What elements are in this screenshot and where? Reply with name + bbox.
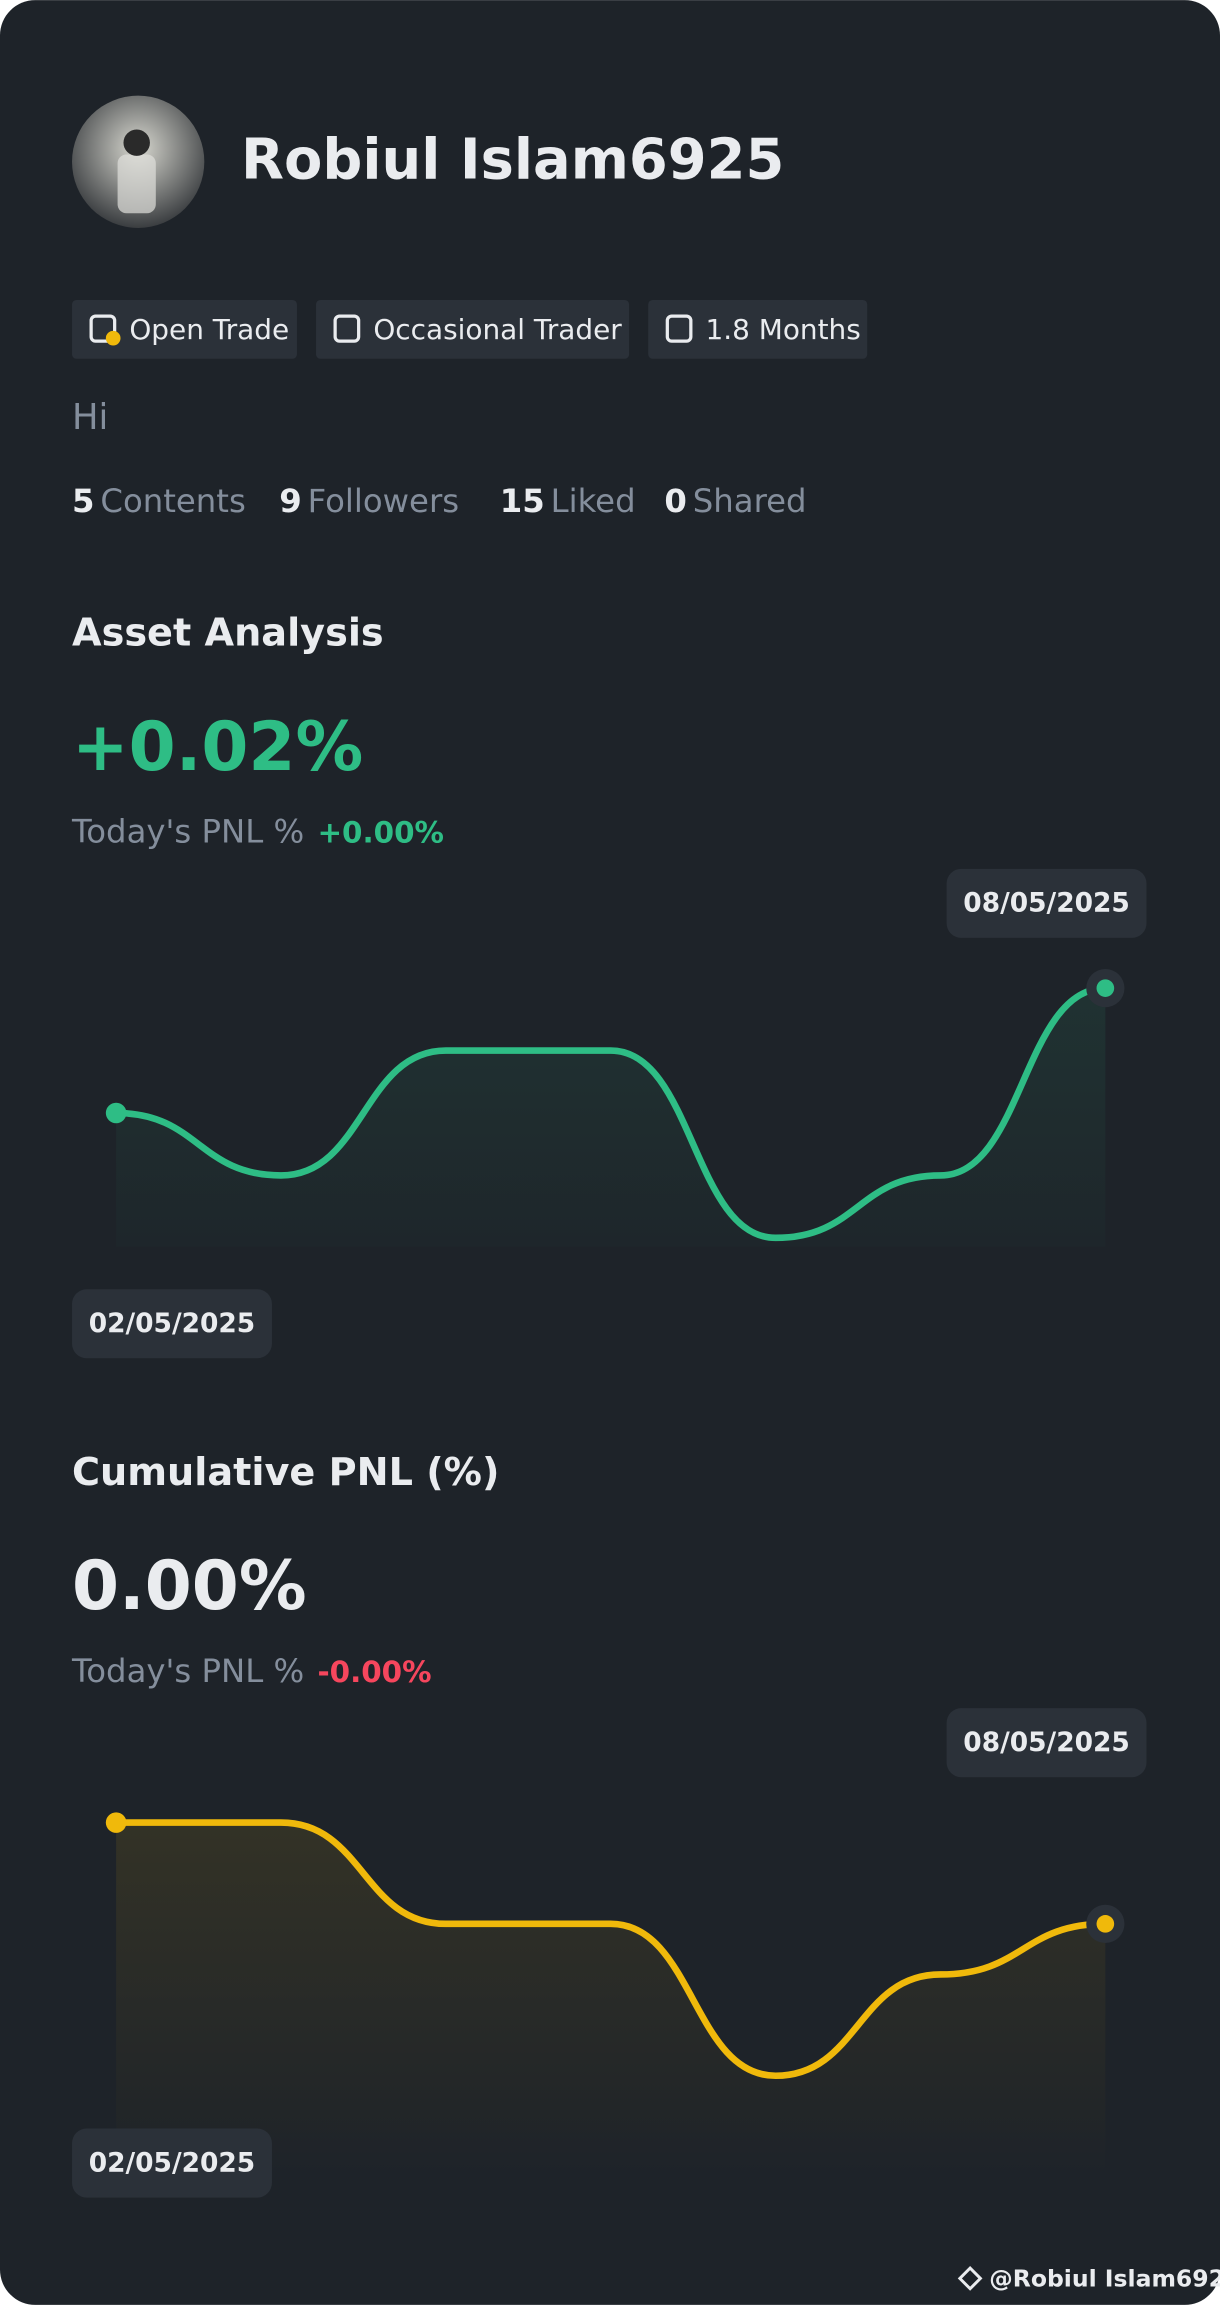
tag-chip	[72, 299, 297, 359]
start-dot	[105, 1812, 127, 1833]
line-area	[116, 1822, 1106, 2178]
end-dot	[1096, 1915, 1115, 1933]
headline-value: 0.00%	[72, 1546, 307, 1625]
stat-value: 5	[72, 482, 95, 520]
pnl-line: Today's PNL % -0.00%	[71, 1652, 432, 1690]
stat-value: 0	[664, 482, 687, 520]
tag-label: Occasional Trader	[373, 313, 622, 346]
stat: 5 Contents	[72, 482, 246, 520]
date-tooltip	[946, 1708, 1147, 1778]
pnl-value: +0.00%	[317, 815, 444, 849]
stat-label: Shared	[693, 482, 807, 520]
section-title: Cumulative PNL (%)	[72, 1451, 499, 1495]
tag-chip	[316, 299, 630, 359]
avatar-figure	[117, 154, 156, 214]
stat: 15 Liked	[500, 482, 636, 520]
verified-badge	[105, 330, 121, 346]
pnl-line: Today's PNL % +0.00%	[71, 813, 444, 851]
date-tooltip	[72, 2128, 272, 2198]
stat-label: Contents	[100, 482, 245, 520]
end-date: 08/05/2025	[963, 1727, 1129, 1758]
stat-value: 9	[279, 482, 302, 520]
end-date: 08/05/2025	[963, 888, 1129, 919]
end-dot	[1096, 979, 1115, 997]
tag-chip	[648, 299, 868, 359]
date-tooltip	[72, 1289, 272, 1359]
stat-label: Followers	[308, 482, 459, 520]
start-date: 02/05/2025	[89, 2147, 255, 2178]
watermark: @Robiul Islam6925	[989, 2264, 1220, 2292]
user-name: Robiul Islam6925	[241, 127, 784, 192]
line	[112, 1819, 1109, 2080]
pnl-value: -0.00%	[317, 1654, 431, 1688]
pnl-label: Today's PNL %	[71, 1652, 304, 1690]
start-date: 02/05/2025	[89, 1308, 255, 1339]
date-tooltip	[946, 868, 1147, 938]
line-area	[116, 988, 1106, 1247]
logo-icon	[957, 2266, 983, 2291]
line	[112, 984, 1109, 1242]
tag-label: Open Trade	[129, 313, 289, 346]
bio: Hi	[72, 397, 108, 438]
stat: 9 Followers	[279, 482, 459, 520]
pnl-label: Today's PNL %	[71, 813, 304, 851]
tag-icon	[333, 314, 361, 343]
section-title: Asset Analysis	[72, 612, 384, 656]
tag-icon	[89, 314, 117, 343]
stat-label: Liked	[551, 482, 636, 520]
tag-icon	[665, 314, 693, 343]
stat-value: 15	[500, 482, 545, 520]
headline-value: +0.02%	[72, 707, 363, 786]
avatar-head	[123, 129, 150, 156]
start-dot	[105, 1102, 127, 1124]
tag-label: 1.8 Months	[706, 313, 861, 346]
stat: 0 Shared	[664, 482, 806, 520]
